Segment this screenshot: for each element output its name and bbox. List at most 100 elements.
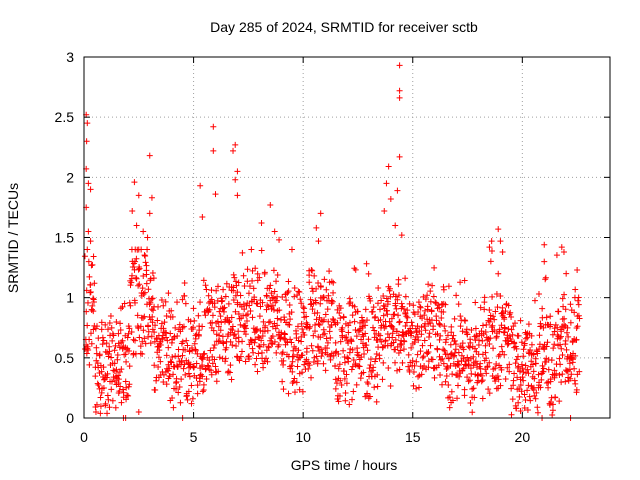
data-point: [572, 380, 579, 387]
data-point: [396, 153, 403, 160]
data-point: [349, 312, 356, 319]
data-point: [140, 228, 147, 235]
data-point: [314, 358, 321, 365]
data-point: [127, 282, 134, 289]
data-point: [110, 367, 117, 374]
data-point: [100, 337, 107, 344]
data-point: [336, 310, 343, 317]
data-point: [163, 381, 170, 388]
data-point: [399, 359, 406, 366]
data-point: [442, 378, 449, 385]
data-point: [116, 388, 123, 395]
data-point: [426, 330, 433, 337]
data-point: [440, 360, 447, 367]
data-point: [345, 339, 352, 346]
data-point: [363, 260, 370, 267]
data-point: [559, 295, 566, 302]
data-point: [207, 367, 214, 374]
data-point: [350, 357, 357, 364]
data-point: [133, 275, 140, 282]
data-point: [349, 396, 356, 403]
data-point: [498, 322, 505, 329]
data-point: [418, 324, 425, 331]
data-point: [413, 385, 420, 392]
data-point: [365, 380, 372, 387]
data-point: [90, 295, 97, 302]
data-point: [272, 325, 279, 332]
data-point: [268, 340, 275, 347]
data-point: [190, 363, 197, 370]
data-point: [180, 365, 187, 372]
data-point: [337, 305, 344, 312]
data-point: [291, 389, 298, 396]
data-point: [206, 357, 213, 364]
data-point: [364, 390, 371, 397]
x-tick-label: 5: [190, 429, 198, 445]
data-point: [142, 252, 149, 259]
data-point: [522, 335, 529, 342]
data-point: [336, 393, 343, 400]
data-point: [479, 395, 486, 402]
data-point: [116, 369, 123, 376]
data-point: [430, 326, 437, 333]
data-point: [308, 342, 315, 349]
data-point: [477, 304, 484, 311]
data-point: [230, 296, 237, 303]
data-point: [511, 370, 518, 377]
data-point: [332, 349, 339, 356]
data-point: [201, 350, 208, 357]
data-point: [189, 395, 196, 402]
data-point: [461, 392, 468, 399]
data-point: [99, 334, 106, 341]
data-point: [372, 358, 379, 365]
data-point: [308, 374, 315, 381]
data-point: [341, 375, 348, 382]
data-point: [269, 302, 276, 309]
data-point: [400, 346, 407, 353]
data-point: [364, 317, 371, 324]
data-point: [108, 324, 115, 331]
data-point: [567, 301, 574, 308]
data-point: [479, 337, 486, 344]
data-point: [491, 326, 498, 333]
data-point: [309, 347, 316, 354]
data-point: [415, 373, 422, 380]
data-point: [560, 303, 567, 310]
data-point: [295, 288, 302, 295]
data-point: [374, 337, 381, 344]
data-point: [257, 327, 264, 334]
data-point: [525, 370, 532, 377]
data-point: [141, 289, 148, 296]
data-point: [158, 296, 165, 303]
data-point: [320, 294, 327, 301]
data-point: [547, 313, 554, 320]
data-point: [115, 376, 122, 383]
data-point: [215, 323, 222, 330]
data-point: [297, 296, 304, 303]
data-point: [484, 363, 491, 370]
data-point: [330, 289, 337, 296]
data-point: [291, 293, 298, 300]
data-point: [208, 296, 215, 303]
data-point: [321, 316, 328, 323]
data-point: [373, 351, 380, 358]
data-point: [410, 382, 417, 389]
data-point: [558, 244, 565, 251]
data-point: [522, 362, 529, 369]
data-point: [420, 353, 427, 360]
data-point: [486, 244, 493, 251]
data-point: [274, 293, 281, 300]
data-point: [263, 293, 270, 300]
y-tick-label: 0: [66, 410, 74, 426]
data-point: [177, 399, 184, 406]
data-point: [155, 303, 162, 310]
data-point: [85, 258, 92, 265]
data-point: [433, 317, 440, 324]
data-point: [394, 187, 401, 194]
data-point: [475, 341, 482, 348]
data-point: [139, 285, 146, 292]
data-point: [388, 315, 395, 322]
data-point: [254, 277, 261, 284]
data-point: [495, 376, 502, 383]
data-point: [251, 339, 258, 346]
